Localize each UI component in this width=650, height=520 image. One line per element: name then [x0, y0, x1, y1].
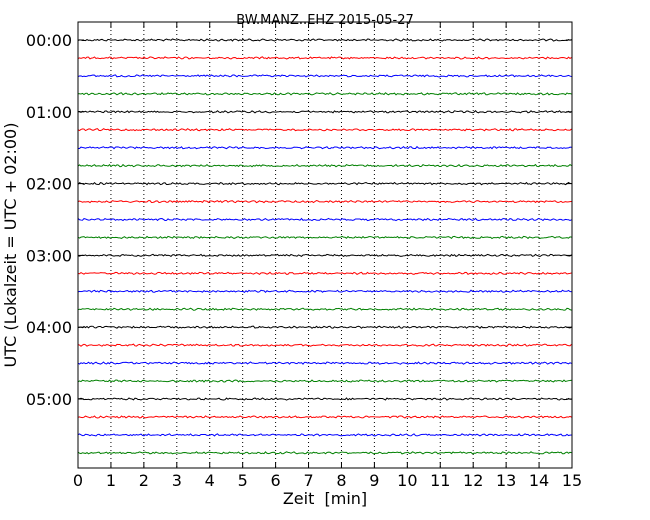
plot-frame [77, 21, 573, 469]
x-tick-label: 9 [369, 471, 379, 490]
trace-0415 [77, 343, 572, 347]
x-tick-label: 5 [238, 471, 248, 490]
trace-0245 [77, 235, 572, 240]
x-tick-label: 3 [172, 471, 182, 490]
trace-0345 [77, 307, 572, 311]
x-tick-label: 14 [529, 471, 549, 490]
trace-0145 [77, 163, 572, 168]
x-tick-label: 6 [271, 471, 281, 490]
y-tick-label: 01:00 [26, 103, 72, 122]
y-axis-label: UTC (Lokalzeit = UTC + 02:00) [1, 123, 20, 368]
x-axis: 0 1 2 3 4 5 6 7 8 9 10 11 12 13 14 15 [73, 22, 582, 490]
x-tick-label: 15 [562, 471, 582, 490]
trace-0400 [77, 325, 572, 329]
x-tick-label: 11 [430, 471, 450, 490]
trace-0330 [77, 289, 572, 294]
x-tick-label: 13 [496, 471, 516, 490]
trace-0030 [77, 74, 572, 78]
trace-0130 [77, 145, 572, 150]
trace-0000 [77, 38, 572, 42]
x-tick-label: 1 [106, 471, 116, 490]
trace-0300 [77, 253, 572, 258]
y-axis: 00:00 01:00 02:00 03:00 04:00 05:00 [26, 31, 572, 409]
y-tick-label: 04:00 [26, 318, 72, 337]
trace-0200 [77, 181, 572, 186]
x-axis-label: Zeit [min] [283, 489, 367, 508]
trace-0045 [77, 92, 572, 96]
trace-0230 [77, 217, 572, 222]
x-tick-label: 0 [73, 471, 83, 490]
y-tick-label: 00:00 [26, 31, 72, 50]
x-tick-label: 2 [139, 471, 149, 490]
x-tick-label: 12 [463, 471, 483, 490]
trace-0315 [77, 271, 572, 275]
y-tick-label: 05:00 [26, 390, 72, 409]
y-tick-label: 02:00 [26, 175, 72, 194]
trace-0215 [77, 199, 572, 204]
trace-0515 [77, 415, 572, 419]
trace-0100 [77, 110, 572, 114]
x-tick-label: 8 [336, 471, 346, 490]
trace-0430 [77, 361, 572, 365]
trace-0015 [77, 56, 572, 60]
y-tick-label: 03:00 [26, 246, 72, 265]
grid-lines [110, 22, 540, 468]
trace-0500 [77, 397, 572, 401]
trace-0530 [77, 433, 572, 437]
x-tick-label: 4 [205, 471, 215, 490]
trace-0545 [77, 451, 572, 455]
trace-0445 [77, 379, 572, 383]
x-tick-label: 10 [397, 471, 417, 490]
x-tick-label: 7 [303, 471, 313, 490]
trace-0115 [77, 128, 572, 132]
traces [77, 38, 572, 455]
chart-title: BW.MANZ..EHZ 2015-05-27 [236, 13, 414, 28]
